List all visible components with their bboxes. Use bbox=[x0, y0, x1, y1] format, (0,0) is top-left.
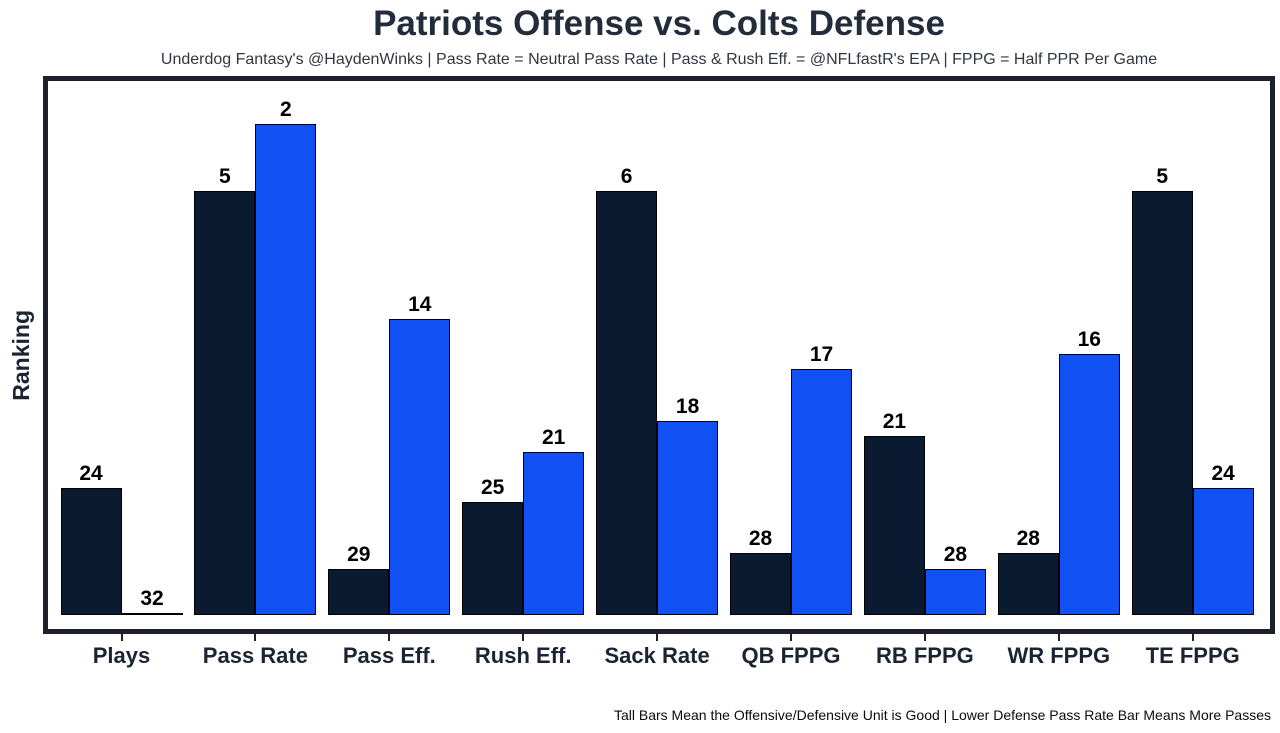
y-axis: Ranking bbox=[4, 76, 38, 634]
bar-offense-2 bbox=[194, 191, 256, 615]
bar-offense-1 bbox=[60, 488, 122, 615]
x-axis-tick bbox=[923, 634, 926, 641]
bar-value-label: 24 bbox=[79, 462, 103, 485]
chart-subtitle: Underdog Fantasy's @HaydenWinks | Pass R… bbox=[160, 51, 1158, 68]
bar-value-label: 18 bbox=[675, 395, 700, 418]
x-axis-tick bbox=[656, 634, 659, 641]
bar-value-label: 2 bbox=[280, 98, 292, 121]
bar-value-label: 5 bbox=[1156, 165, 1169, 188]
x-axis-label-pass-eff-: Pass Eff. bbox=[342, 643, 436, 668]
bar-defense-2 bbox=[255, 124, 317, 615]
x-axis-label-sack-rate: Sack Rate bbox=[604, 643, 710, 668]
x-axis-label-pass-rate: Pass Rate bbox=[202, 643, 308, 668]
x-axis-tick bbox=[1057, 634, 1060, 641]
bar-defense-9 bbox=[1192, 488, 1254, 615]
plot-area: 24 32 5 2 29 14 25 21 6 18 28 17 21 28 28 16 5 24 bbox=[48, 81, 1270, 629]
bar-value-label: 29 bbox=[347, 543, 371, 566]
plot-frame: 24 32 5 2 29 14 25 21 6 18 28 17 21 28 28 16 5 24 bbox=[43, 76, 1275, 634]
bar-value-label: 28 bbox=[943, 543, 968, 566]
bar-offense-4 bbox=[462, 502, 524, 615]
bar-defense-3 bbox=[389, 319, 451, 615]
x-axis-tick bbox=[254, 634, 257, 641]
x-axis-label-te-fppg: TE FPPG bbox=[1145, 643, 1240, 668]
y-axis-label: Ranking bbox=[7, 309, 34, 401]
bar-defense-6 bbox=[791, 369, 852, 615]
x-axis-label-rush-eff-: Rush Eff. bbox=[474, 643, 572, 668]
bar-value-label: 28 bbox=[1016, 527, 1040, 550]
x-axis-tick bbox=[790, 634, 792, 641]
bar-value-label: 17 bbox=[809, 343, 834, 366]
bar-value-label: 6 bbox=[620, 165, 633, 188]
bar-value-label: 24 bbox=[1211, 462, 1235, 485]
bar-value-label: 14 bbox=[408, 293, 432, 316]
bar-value-label: 21 bbox=[882, 410, 907, 433]
bar-defense-1 bbox=[121, 612, 183, 615]
bar-defense-8 bbox=[1058, 354, 1120, 615]
bar-offense-7 bbox=[863, 436, 925, 615]
bar-value-label: 25 bbox=[481, 476, 505, 499]
x-axis-label-plays: Plays bbox=[92, 643, 151, 668]
x-axis-tick bbox=[388, 634, 391, 641]
bar-value-label: 16 bbox=[1077, 328, 1101, 351]
x-axis-label-qb-fppg: QB FPPG bbox=[741, 643, 841, 668]
bar-defense-5 bbox=[657, 421, 719, 615]
bar-value-label: 5 bbox=[219, 165, 231, 188]
bar-offense-9 bbox=[1131, 191, 1193, 615]
bar-offense-6 bbox=[730, 553, 791, 615]
x-axis-tick bbox=[522, 634, 525, 641]
x-axis-tick bbox=[120, 634, 123, 641]
bar-offense-8 bbox=[997, 553, 1059, 615]
bar-offense-5 bbox=[596, 191, 658, 615]
chart-title: Patriots Offense vs. Colts Defense bbox=[373, 4, 945, 43]
bar-value-label: 32 bbox=[140, 586, 164, 610]
bar-value-label: 21 bbox=[542, 426, 566, 449]
bar-defense-7 bbox=[924, 569, 986, 615]
bar-offense-3 bbox=[328, 569, 390, 615]
bar-value-label: 28 bbox=[748, 527, 773, 550]
x-axis-label-wr-fppg: WR FPPG bbox=[1007, 643, 1111, 668]
footnote: Tall Bars Mean the Offensive/Defensive U… bbox=[613, 707, 1271, 723]
bar-defense-4 bbox=[523, 452, 585, 615]
x-axis-label-rb-fppg: RB FPPG bbox=[875, 643, 974, 668]
x-axis-tick bbox=[1191, 634, 1194, 641]
